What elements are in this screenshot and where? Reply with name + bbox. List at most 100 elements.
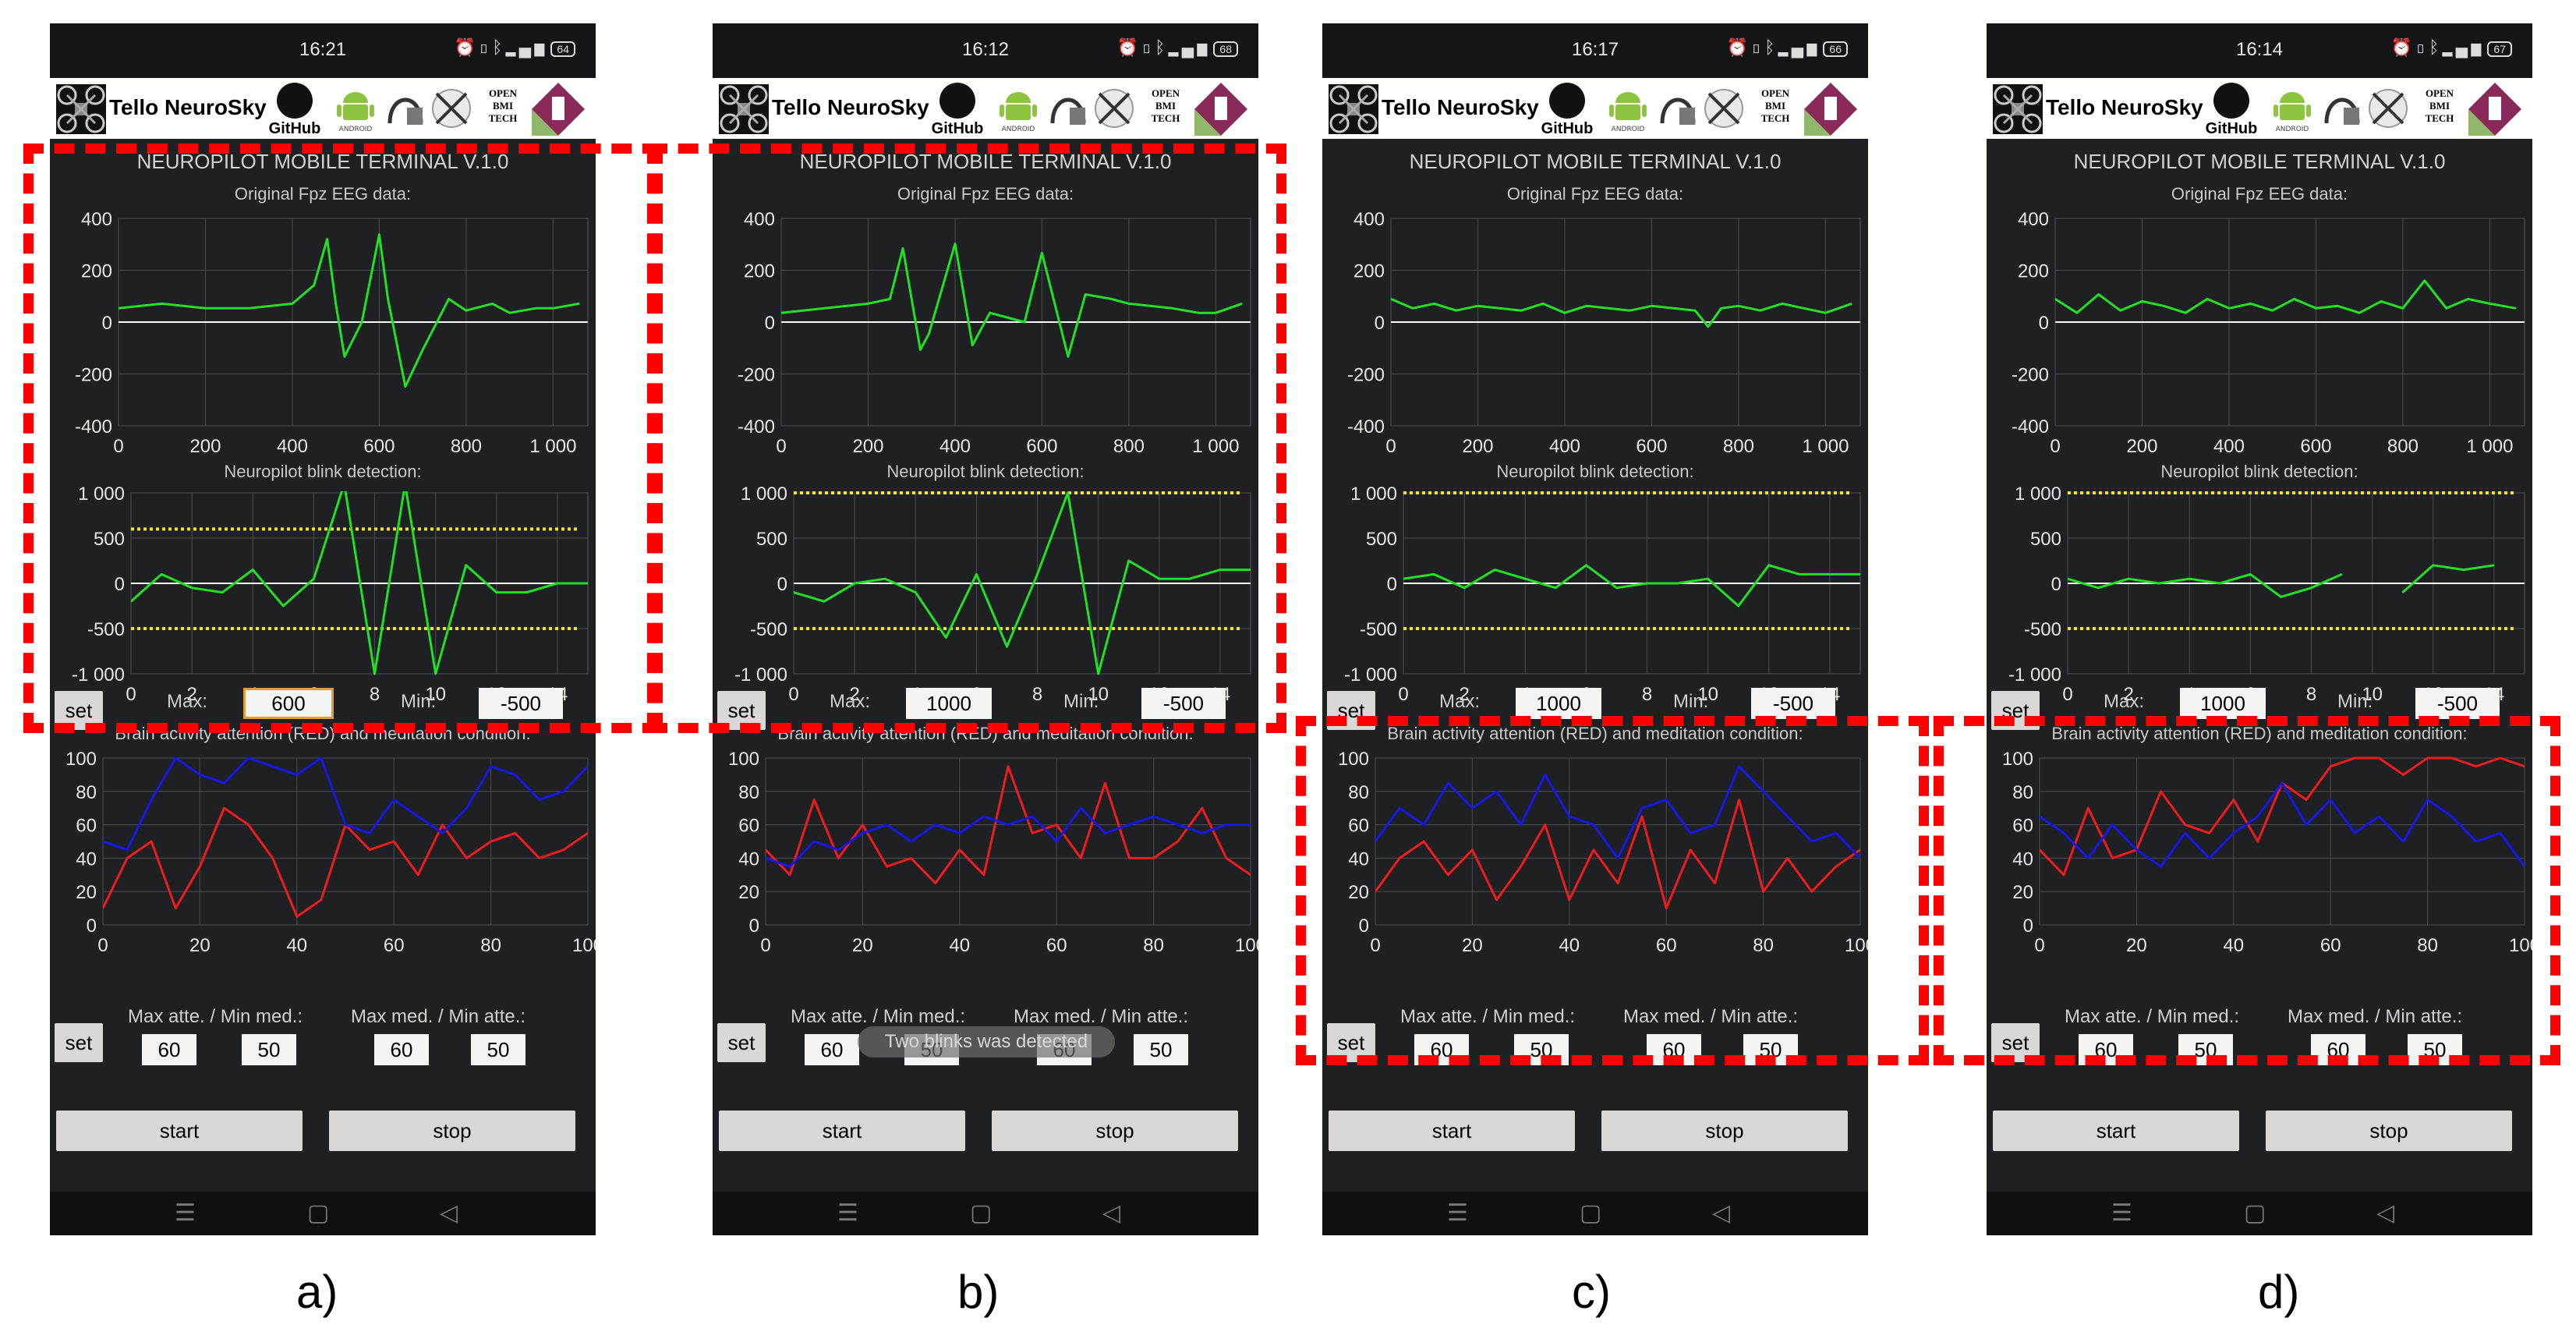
start-button[interactable]: start bbox=[719, 1111, 965, 1151]
meditation-point bbox=[1617, 857, 1619, 859]
start-button[interactable]: start bbox=[56, 1111, 303, 1151]
meditation-point bbox=[2305, 824, 2307, 826]
back-icon[interactable]: ◁ bbox=[2376, 1200, 2395, 1226]
min-attention-input[interactable]: 50 bbox=[471, 1034, 525, 1065]
navigation-bar: ☰ ▢ ◁ bbox=[713, 1192, 1258, 1235]
max-meditation-label: Max med. / Min atte.: bbox=[351, 1006, 526, 1027]
max-threshold-input[interactable]: 1000 bbox=[2180, 688, 2266, 719]
attention-point bbox=[1471, 848, 1474, 851]
set-brain-threshold-button[interactable]: set bbox=[1991, 1023, 2040, 1062]
meditation-point bbox=[199, 774, 201, 776]
drone-logo-icon bbox=[1993, 84, 2043, 134]
attention-point bbox=[862, 824, 864, 826]
back-icon[interactable]: ◁ bbox=[440, 1200, 458, 1226]
max-threshold-input[interactable]: 1000 bbox=[906, 688, 992, 719]
github-link[interactable]: GitHub bbox=[928, 83, 987, 138]
signal-point bbox=[781, 312, 782, 314]
home-icon[interactable]: ▢ bbox=[307, 1200, 330, 1226]
meditation-point bbox=[1859, 857, 1860, 859]
back-icon[interactable]: ◁ bbox=[1712, 1200, 1731, 1226]
min-threshold-input[interactable]: -500 bbox=[1141, 688, 1226, 719]
github-icon bbox=[2213, 83, 2249, 119]
signal-point bbox=[1768, 565, 1770, 566]
x-tick-label: 600 bbox=[1026, 436, 1057, 457]
home-icon[interactable]: ▢ bbox=[970, 1200, 993, 1226]
attention-point bbox=[1593, 848, 1594, 851]
attention-point bbox=[1080, 857, 1082, 859]
y-tick-label: 0 bbox=[1387, 574, 1397, 595]
headset-icon bbox=[2324, 97, 2360, 125]
status-bar: 16:14 ⏰▯ᛒ▂▄▆ 67 bbox=[1987, 23, 2532, 78]
meditation-point bbox=[247, 757, 249, 759]
x-tick-label: 20 bbox=[1462, 935, 1483, 956]
meditation-point bbox=[2281, 782, 2283, 784]
vibrate-icon: ▯ bbox=[1751, 37, 1765, 57]
back-icon[interactable]: ◁ bbox=[1102, 1200, 1121, 1226]
open-bmi-tech-word: BMI bbox=[1155, 100, 1176, 112]
signal-point bbox=[378, 233, 380, 236]
menu-icon[interactable]: ☰ bbox=[2111, 1200, 2132, 1226]
attention-point bbox=[2305, 799, 2307, 801]
meditation-point bbox=[345, 824, 346, 826]
meditation-point bbox=[2354, 832, 2356, 834]
attention-point bbox=[1495, 899, 1498, 901]
battery-icon: 64 bbox=[550, 41, 575, 57]
meditation-point bbox=[862, 832, 864, 834]
terminal-title: NEUROPILOT MOBILE TERMINAL V.1.0 bbox=[2073, 150, 2446, 173]
max-threshold-input[interactable]: 1000 bbox=[1516, 688, 1601, 719]
stop-button[interactable]: stop bbox=[1601, 1111, 1848, 1151]
signal-point bbox=[2055, 298, 2056, 300]
attention-point bbox=[2208, 832, 2210, 834]
y-tick-label: -1 000 bbox=[1344, 664, 1397, 685]
signal-point bbox=[1085, 293, 1086, 296]
stop-button[interactable]: stop bbox=[2266, 1111, 2512, 1151]
max-attention-input[interactable]: 60 bbox=[142, 1034, 196, 1065]
meditation-point bbox=[886, 824, 888, 826]
attention-point bbox=[199, 866, 201, 867]
home-icon[interactable]: ▢ bbox=[2244, 1200, 2266, 1226]
max-threshold-input[interactable]: 600 bbox=[243, 688, 334, 719]
attention-point bbox=[514, 832, 516, 834]
set-brain-threshold-button[interactable]: set bbox=[717, 1023, 766, 1062]
github-label: GitHub bbox=[931, 120, 984, 137]
min-threshold-input[interactable]: -500 bbox=[1751, 688, 1835, 719]
signal-point bbox=[867, 303, 869, 305]
github-link[interactable]: GitHub bbox=[2202, 83, 2261, 138]
min-threshold-input[interactable]: -500 bbox=[2415, 688, 2500, 719]
y-tick-label: 400 bbox=[81, 211, 112, 230]
menu-icon[interactable]: ☰ bbox=[175, 1200, 196, 1226]
min-attention-input[interactable]: 50 bbox=[1134, 1034, 1188, 1065]
meditation-point bbox=[1423, 824, 1424, 826]
start-button[interactable]: start bbox=[1329, 1111, 1575, 1151]
panel-caption: d) bbox=[2258, 1266, 2300, 1318]
attention-point bbox=[175, 907, 177, 909]
menu-icon[interactable]: ☰ bbox=[1447, 1200, 1468, 1226]
y-tick-label: -400 bbox=[738, 416, 775, 438]
home-icon[interactable]: ▢ bbox=[1580, 1200, 1602, 1226]
y-tick-label: 0 bbox=[1375, 313, 1385, 334]
max-attention-input[interactable]: 60 bbox=[805, 1034, 859, 1065]
start-button[interactable]: start bbox=[1993, 1111, 2239, 1151]
set-brain-threshold-button[interactable]: set bbox=[55, 1023, 103, 1062]
meditation-point bbox=[223, 782, 225, 784]
status-bar: 16:12 ⏰▯ᛒ▂▄▆ 68 bbox=[713, 23, 1258, 78]
signal-point bbox=[535, 307, 536, 310]
signal-point bbox=[2463, 569, 2465, 571]
min-meditation-input[interactable]: 50 bbox=[242, 1034, 296, 1065]
meditation-point bbox=[1056, 841, 1057, 842]
github-link[interactable]: GitHub bbox=[1537, 83, 1597, 138]
x-tick-label: 100 bbox=[1845, 935, 1868, 956]
attention-point bbox=[1152, 857, 1155, 859]
signal-point bbox=[1006, 646, 1008, 647]
min-threshold-input[interactable]: -500 bbox=[479, 688, 563, 719]
signal-icon: ▂▄▆ bbox=[1168, 37, 1211, 57]
github-link[interactable]: GitHub bbox=[265, 83, 324, 138]
max-attention-label: Max atte. / Min med.: bbox=[791, 1006, 966, 1027]
max-meditation-input[interactable]: 60 bbox=[374, 1034, 429, 1065]
stop-button[interactable]: stop bbox=[329, 1111, 575, 1151]
y-tick-label: -1 000 bbox=[2008, 664, 2061, 685]
attention-point bbox=[2063, 874, 2065, 876]
menu-icon[interactable]: ☰ bbox=[837, 1200, 858, 1226]
stop-button[interactable]: stop bbox=[992, 1111, 1238, 1151]
meditation-point bbox=[369, 832, 370, 834]
